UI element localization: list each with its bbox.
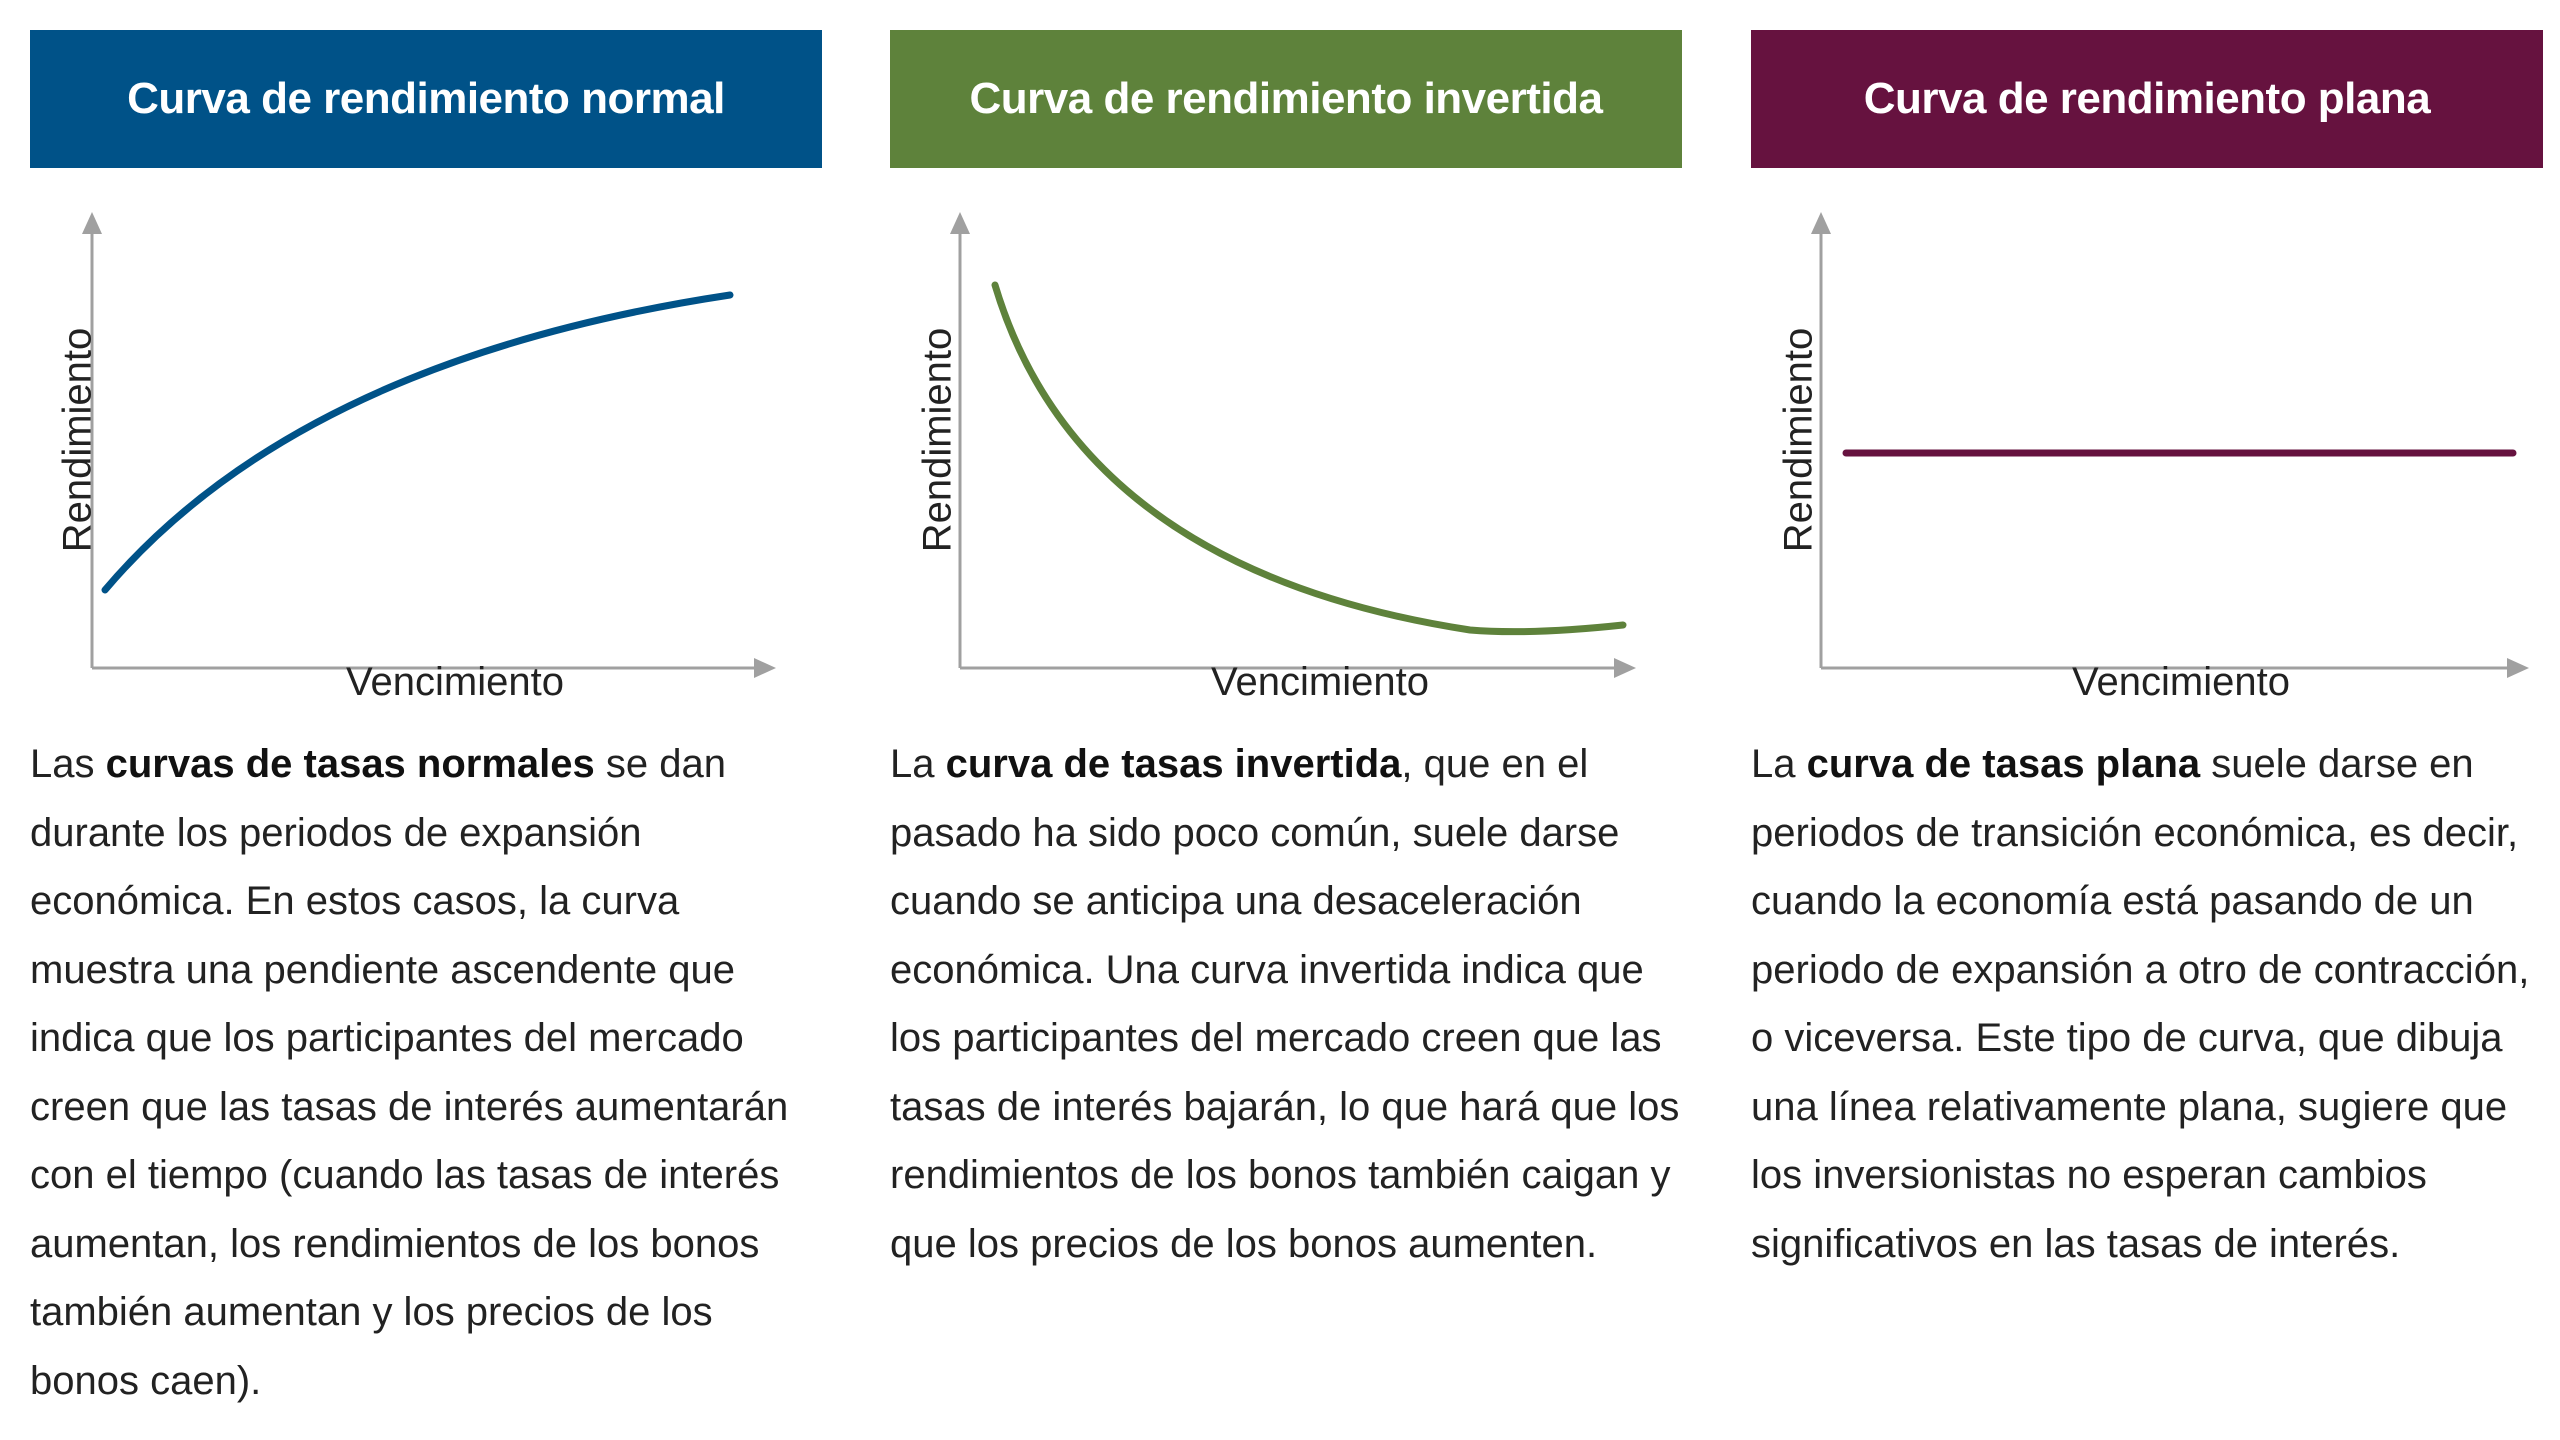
yield-curve-line <box>991 281 1627 636</box>
description-bold: curvas de tasas normales <box>105 742 595 786</box>
chart-normal: Rendimiento Vencimiento <box>30 190 822 730</box>
y-axis-label: Rendimiento <box>1776 327 1821 553</box>
description-body: se dan durante los periodos de expansión… <box>30 742 789 1403</box>
y-axis-label: Rendimiento <box>55 327 100 553</box>
x-axis-label: Vencimiento <box>346 660 564 704</box>
y-axis-arrow <box>82 212 102 234</box>
panel-description: La curva de tasas invertida, que en el p… <box>890 730 1682 1278</box>
y-axis-arrow <box>950 212 970 234</box>
x-axis-arrow <box>754 658 776 678</box>
chart-normal-svg <box>82 212 776 678</box>
panel-normal-curve: Curva de rendimiento normal Rendimiento … <box>30 30 822 1415</box>
chart-flat-svg <box>1811 212 2529 678</box>
description-intro: La <box>1751 742 1807 786</box>
chart-inverted-svg <box>950 212 1636 678</box>
y-axis-label: Rendimiento <box>915 327 960 553</box>
panel-flat-curve: Curva de rendimiento plana Rendimiento V… <box>1751 30 2543 1278</box>
description-bold: curva de tasas invertida <box>945 742 1402 786</box>
panel-description: La curva de tasas plana suele darse en p… <box>1751 730 2543 1278</box>
yield-curve-line <box>101 291 734 594</box>
panel-header: Curva de rendimiento plana <box>1751 30 2543 168</box>
description-intro: La <box>890 742 946 786</box>
panel-inverted-curve: Curva de rendimiento invertida Rendimien… <box>890 30 1682 1278</box>
chart-inverted: Rendimiento Vencimiento <box>890 190 1682 730</box>
description-bold: curva de tasas plana <box>1806 742 2201 786</box>
chart-flat: Rendimiento Vencimiento <box>1751 190 2543 730</box>
description-body: suele darse en periodos de transición ec… <box>1751 742 2530 1266</box>
x-axis-arrow <box>2507 658 2529 678</box>
x-axis-arrow <box>1614 658 1636 678</box>
panel-header: Curva de rendimiento invertida <box>890 30 1682 168</box>
y-axis-arrow <box>1811 212 1831 234</box>
description-body: , que en el pasado ha sido poco común, s… <box>890 742 1680 1266</box>
x-axis-label: Vencimiento <box>2072 660 2290 704</box>
panel-description: Las curvas de tasas normales se dan dura… <box>30 730 822 1415</box>
panel-header: Curva de rendimiento normal <box>30 30 822 168</box>
description-intro: Las <box>30 742 106 786</box>
x-axis-label: Vencimiento <box>1211 660 1429 704</box>
